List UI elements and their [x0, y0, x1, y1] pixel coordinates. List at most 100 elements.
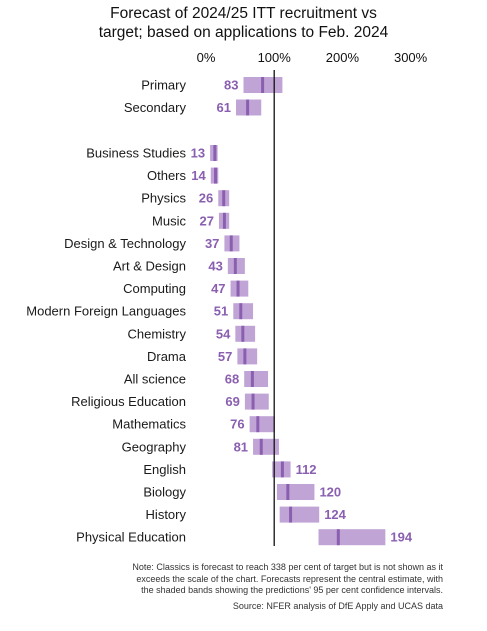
confidence-band [253, 438, 279, 455]
category-label: Music [152, 213, 186, 228]
value-label: 68 [225, 372, 239, 387]
estimate-marker [222, 190, 226, 207]
x-tick-label: 0% [197, 50, 216, 65]
chart-title: Forecast of 2024/25 ITT recruitment vs t… [0, 4, 487, 42]
value-label: 54 [216, 326, 231, 341]
estimate-marker [259, 438, 263, 455]
category-label: Religious Education [71, 394, 186, 409]
chart-row: History 124 [146, 506, 347, 523]
value-label: 76 [230, 417, 244, 432]
category-label: Business Studies [86, 146, 186, 161]
value-label: 81 [234, 439, 248, 454]
chart-row: Music 27 [152, 212, 230, 229]
confidence-band [235, 325, 256, 342]
estimate-marker [236, 280, 240, 297]
category-label: Primary [141, 78, 186, 93]
note-line-1: Note: Classics is forecast to reach 338 … [132, 562, 443, 572]
estimate-marker [286, 484, 290, 500]
chart-row: Chemistry 54 [127, 325, 256, 342]
value-label: 43 [208, 259, 222, 274]
x-tick-label: 200% [326, 50, 360, 65]
category-label: Art & Design [113, 259, 186, 274]
value-label: 69 [225, 394, 239, 409]
estimate-marker [233, 258, 237, 274]
chart-row: English 112 [143, 461, 317, 478]
estimate-marker [256, 416, 260, 433]
value-label: 112 [296, 462, 317, 477]
chart-title-line-1: Forecast of 2024/25 ITT recruitment vs [110, 5, 377, 22]
estimate-marker [336, 529, 340, 546]
confidence-band [244, 371, 269, 387]
estimate-marker [222, 212, 226, 229]
value-label: 13 [191, 146, 205, 161]
chart-row: Modern Foreign Languages 51 [26, 303, 254, 320]
chart-row: Secondary 61 [124, 99, 262, 116]
confidence-band [249, 416, 275, 433]
chart-row: Computing 47 [123, 280, 249, 297]
chart-row: Geography 81 [122, 438, 279, 455]
category-label: Physics [141, 191, 186, 206]
value-label: 26 [199, 191, 213, 206]
estimate-marker [280, 461, 284, 478]
value-label: 124 [324, 507, 346, 522]
value-label: 14 [191, 168, 206, 183]
category-label: Drama [147, 349, 187, 364]
chart-row: Art & Design 43 [113, 258, 245, 274]
estimate-marker [250, 371, 254, 387]
value-label: 194 [390, 530, 412, 545]
confidence-band [279, 506, 320, 523]
chart-row: Biology 120 [143, 484, 341, 500]
x-tick-label: 100% [258, 50, 292, 65]
note-line-2: exceeds the scale of the chart. Forecast… [136, 573, 443, 584]
chart-source: Source: NFER analysis of DfE Apply and U… [232, 601, 443, 611]
category-label: English [143, 462, 186, 477]
category-label: Biology [143, 485, 186, 500]
confidence-band [237, 348, 258, 365]
category-label: History [146, 507, 187, 522]
chart-row: Business Studies 13 [86, 145, 218, 161]
category-label: Chemistry [127, 326, 186, 341]
estimate-marker [251, 393, 255, 410]
chart-title-line-2: target; based on applications to Feb. 20… [98, 24, 389, 41]
value-label: 47 [211, 281, 225, 296]
chart-row: Physical Education 194 [76, 529, 413, 546]
value-label: 83 [224, 78, 238, 93]
category-label: Mathematics [112, 417, 186, 432]
value-label: 27 [199, 213, 213, 228]
category-label: Physical Education [76, 530, 186, 545]
chart-row: Others 14 [147, 167, 219, 184]
estimate-marker [213, 145, 217, 161]
value-label: 51 [214, 304, 228, 319]
estimate-marker [289, 506, 293, 523]
chart-row: Religious Education 69 [71, 393, 269, 410]
chart-row: Physics 26 [141, 190, 230, 207]
estimate-marker [246, 99, 250, 116]
estimate-marker [229, 235, 233, 252]
estimate-marker [239, 303, 243, 320]
chart-notes: Note: Classics is forecast to reach 338 … [23, 562, 443, 597]
estimate-marker [214, 167, 218, 184]
chart-row: All science 68 [124, 371, 269, 387]
note-line-3: the shaded bands showing the predictions… [141, 585, 443, 595]
value-label: 57 [218, 349, 232, 364]
value-label: 120 [319, 485, 341, 500]
x-tick-label: 300% [394, 50, 428, 65]
chart-row: Design & Technology 37 [64, 235, 240, 252]
category-label: Geography [122, 439, 187, 454]
forecast-chart: 0% 100% 200% 300% Primary 83 Secondary 61 Busin… [26, 50, 428, 546]
category-label: Others [147, 168, 187, 183]
category-label: Modern Foreign Languages [26, 304, 186, 319]
category-label: Computing [123, 281, 186, 296]
chart-row: Primary 83 [141, 77, 283, 93]
category-label: Design & Technology [64, 236, 186, 251]
confidence-band [244, 393, 269, 410]
estimate-marker [261, 77, 265, 93]
chart-row: Mathematics 76 [112, 416, 275, 433]
confidence-band [318, 529, 386, 546]
x-axis-ticks: 0% 100% 200% 300% [197, 50, 428, 65]
category-label: All science [124, 372, 186, 387]
estimate-marker [241, 325, 245, 342]
chart-row: Drama 57 [147, 348, 258, 365]
confidence-band [233, 303, 254, 320]
estimate-marker [243, 348, 247, 365]
